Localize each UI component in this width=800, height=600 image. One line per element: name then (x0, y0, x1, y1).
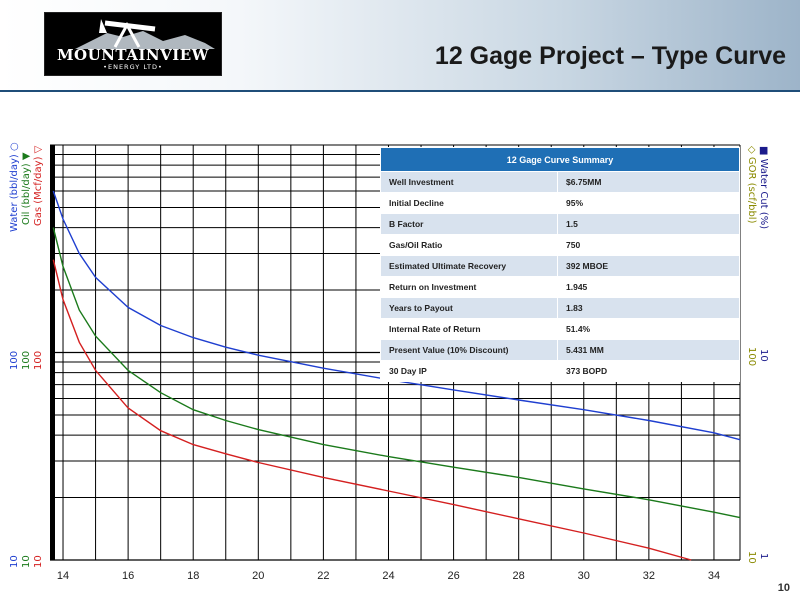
gas-axis-label: Gas (Mcf/day) ▽ (33, 145, 44, 226)
series-line-2 (52, 259, 692, 561)
summary-row: Gas/Oil Ratio 750 (380, 234, 740, 256)
x-tick-label: 32 (643, 570, 655, 582)
summary-label: Estimated Ultimate Recovery (380, 255, 558, 277)
header-divider (0, 90, 800, 92)
series-line-0 (52, 190, 741, 441)
gor-axis-label: ◇ GOR (scf/bbl) (746, 146, 757, 224)
water-axis-label: Water (bbl/day) ○ (9, 142, 20, 232)
x-tick-label: 24 (382, 570, 394, 582)
summary-label: Return on Investment (380, 276, 558, 298)
summary-label: Internal Rate of Return (380, 318, 558, 340)
x-tick-label: 18 (187, 570, 199, 582)
left-tick-label: 100 (33, 350, 44, 370)
summary-value: 1.83 (557, 297, 740, 319)
x-tick-label: 20 (252, 570, 264, 582)
right-tick-label: 10 (758, 349, 769, 362)
right-tick-label: 1 (758, 553, 769, 560)
summary-row: Internal Rate of Return 51.4% (380, 318, 740, 340)
summary-label: Initial Decline (380, 192, 558, 214)
curve-summary-table: 12 Gage Curve Summary Well Investment $6.… (380, 147, 740, 382)
summary-value: 1.5 (557, 213, 740, 235)
summary-table-header: 12 Gage Curve Summary (380, 147, 740, 172)
summary-value: 51.4% (557, 318, 740, 340)
summary-label: 30 Day IP (380, 360, 558, 382)
pump-jack-icon (75, 19, 215, 49)
summary-label: Well Investment (380, 171, 558, 193)
logo-wordmark: MOUNTAINVIEW (56, 46, 210, 64)
summary-value: 392 MBOE (557, 255, 740, 277)
summary-label: B Factor (380, 213, 558, 235)
summary-row: Return on Investment 1.945 (380, 276, 740, 298)
left-tick-label: 100 (21, 350, 32, 370)
x-tick-label: 34 (708, 570, 720, 582)
summary-row: B Factor 1.5 (380, 213, 740, 235)
page-number: 10 (777, 582, 790, 594)
x-tick-label: 14 (57, 570, 69, 582)
left-axis-bar (50, 145, 55, 560)
summary-value: 750 (557, 234, 740, 256)
x-tick-label: 22 (317, 570, 329, 582)
oil-axis-label: Oil (bbl/day) ▼ (21, 152, 32, 225)
x-tick-label: 16 (122, 570, 134, 582)
summary-row: Years to Payout 1.83 (380, 297, 740, 319)
summary-row: 30 Day IP 373 BOPD (380, 360, 740, 382)
x-tick-label: 30 (578, 570, 590, 582)
summary-label: Gas/Oil Ratio (380, 234, 558, 256)
x-tick-label: 28 (513, 570, 525, 582)
summary-value: 5.431 MM (557, 339, 740, 361)
summary-row: Estimated Ultimate Recovery 392 MBOE (380, 255, 740, 277)
summary-row: Well Investment $6.75MM (380, 171, 740, 193)
left-tick-label: 10 (9, 555, 20, 568)
right-tick-label: 100 (746, 347, 757, 367)
x-tick-label: 26 (447, 570, 459, 582)
page-title: 12 Gage Project – Type Curve (434, 42, 786, 70)
water-cut-axis-label: ■ Water Cut (%) (758, 146, 769, 230)
company-logo: MOUNTAINVIEW •ENERGY LTD• (44, 12, 222, 76)
series-line-1 (52, 227, 741, 519)
summary-value: 95% (557, 192, 740, 214)
logo-tagline: •ENERGY LTD• (103, 63, 163, 71)
left-tick-label: 10 (21, 555, 32, 568)
summary-value: $6.75MM (557, 171, 740, 193)
summary-label: Years to Payout (380, 297, 558, 319)
left-tick-label: 10 (33, 555, 44, 568)
left-tick-label: 100 (9, 350, 20, 370)
summary-row: Present Value (10% Discount) 5.431 MM (380, 339, 740, 361)
right-tick-label: 10 (746, 551, 757, 564)
summary-row: Initial Decline 95% (380, 192, 740, 214)
summary-value: 1.945 (557, 276, 740, 298)
summary-label: Present Value (10% Discount) (380, 339, 558, 361)
summary-value: 373 BOPD (557, 360, 740, 382)
